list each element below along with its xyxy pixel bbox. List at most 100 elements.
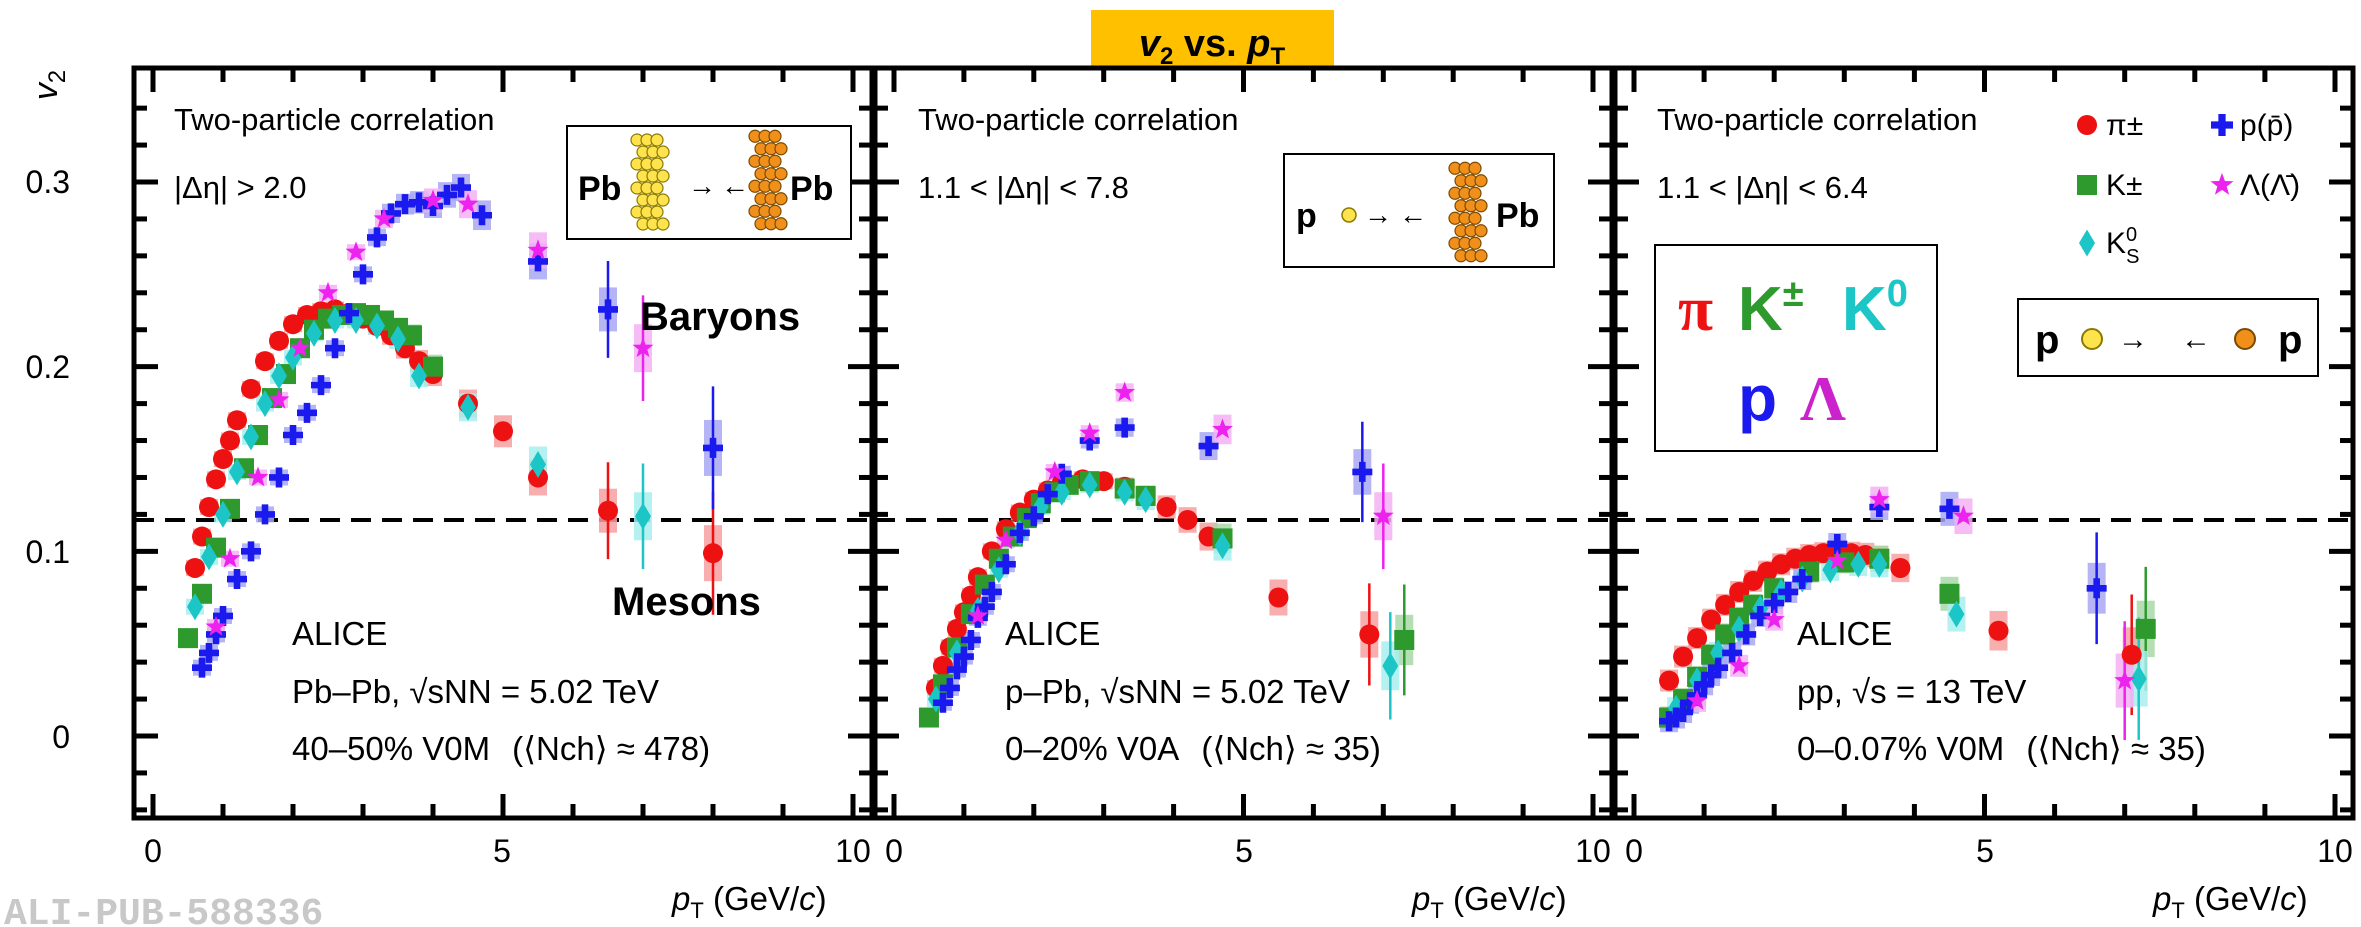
data-point bbox=[1079, 422, 1101, 442]
data-point bbox=[367, 227, 388, 248]
data-point bbox=[1666, 707, 1687, 728]
data-point bbox=[1827, 533, 1848, 554]
y-tick-label: 0.1 bbox=[26, 534, 70, 570]
data-point bbox=[1763, 608, 1785, 629]
data-point bbox=[1694, 674, 1715, 695]
data-point bbox=[1988, 620, 2009, 641]
legend-label-proton: p(p̄) bbox=[2240, 109, 2293, 142]
title-v: v bbox=[1139, 23, 1162, 65]
data-point bbox=[297, 402, 318, 423]
mesons-label: Mesons bbox=[612, 580, 761, 624]
data-point bbox=[946, 659, 967, 680]
data-point bbox=[1871, 550, 1888, 578]
data-point bbox=[2135, 618, 2156, 639]
data-point bbox=[1826, 549, 1848, 570]
data-point bbox=[472, 205, 493, 226]
data-point bbox=[1114, 417, 1135, 438]
data-point bbox=[1359, 624, 1380, 645]
data-point bbox=[423, 196, 444, 217]
data-point bbox=[1686, 689, 1708, 710]
legend-label-kaon: K± bbox=[2106, 169, 2142, 202]
data-point bbox=[460, 393, 476, 421]
svg-text:p: p bbox=[2278, 318, 2302, 362]
data-point bbox=[339, 303, 360, 324]
legend-marker-k0s bbox=[2079, 229, 2095, 257]
data-point bbox=[1156, 497, 1177, 518]
beam-diagram: p → ← Pb bbox=[1283, 153, 1555, 268]
panel-2-annotations: Two-particle correlation 1.1 < |Δη| < 7.… bbox=[918, 102, 1555, 767]
data-point bbox=[255, 351, 275, 372]
baryons-label: Baryons bbox=[640, 295, 800, 339]
svg-text:→: → bbox=[2118, 323, 2148, 356]
data-point bbox=[1214, 532, 1231, 560]
data-point bbox=[381, 203, 402, 224]
data-point bbox=[205, 616, 227, 636]
data-point bbox=[213, 605, 233, 626]
data-point bbox=[1764, 593, 1785, 614]
data-point bbox=[918, 707, 939, 728]
data-points bbox=[178, 177, 2156, 732]
data-point bbox=[1792, 569, 1813, 590]
data-point bbox=[206, 624, 226, 645]
data-point bbox=[283, 424, 304, 445]
x-tick-label: 0 bbox=[1625, 833, 1643, 869]
data-point bbox=[1953, 505, 1974, 526]
data-point bbox=[185, 557, 205, 578]
figure-title: v2 vs. pT bbox=[1091, 10, 1334, 70]
data-point bbox=[1869, 497, 1890, 518]
x-tick-label: 0 bbox=[885, 833, 903, 869]
data-point bbox=[317, 281, 339, 302]
data-point bbox=[2130, 665, 2147, 693]
data-point bbox=[423, 356, 443, 377]
data-point bbox=[1009, 522, 1030, 543]
data-point bbox=[268, 388, 290, 409]
data-point bbox=[227, 410, 247, 431]
legend-marker-pion bbox=[2077, 115, 2097, 135]
data-point bbox=[1736, 624, 1757, 645]
centrality-label: 0–0.07% V0M (⟨Nch⟩ ≈ 35) bbox=[1797, 730, 2206, 767]
data-point bbox=[1778, 581, 1799, 602]
data-point bbox=[967, 605, 989, 625]
data-point bbox=[1659, 711, 1680, 732]
data-point bbox=[1948, 600, 1965, 628]
data-point bbox=[215, 500, 231, 528]
data-point bbox=[206, 469, 226, 490]
data-point bbox=[974, 596, 995, 617]
data-point bbox=[269, 330, 289, 351]
svg-text:p: p bbox=[1296, 197, 1317, 235]
data-point bbox=[995, 554, 1016, 575]
svg-text:Λ: Λ bbox=[1800, 363, 1846, 434]
data-point bbox=[373, 207, 395, 228]
beam-diagram: p → ← p bbox=[2017, 298, 2319, 377]
data-point bbox=[1114, 381, 1136, 402]
data-point bbox=[528, 251, 548, 272]
data-point bbox=[402, 325, 422, 346]
legend-marker-lambda bbox=[2210, 172, 2234, 195]
experiment-label: ALICE bbox=[1005, 615, 1100, 652]
data-point bbox=[255, 504, 276, 525]
x-tick-label: 10 bbox=[2317, 833, 2353, 869]
data-point bbox=[1037, 484, 1058, 505]
data-point bbox=[1116, 478, 1133, 506]
data-point bbox=[1673, 646, 1694, 667]
svg-text:v2: v2 bbox=[27, 70, 71, 100]
data-point bbox=[598, 299, 618, 320]
data-point bbox=[995, 529, 1017, 550]
data-point bbox=[241, 378, 261, 399]
data-point bbox=[1890, 557, 1911, 578]
data-point bbox=[437, 184, 458, 205]
panel-frames bbox=[131, 65, 2356, 821]
data-point bbox=[187, 593, 203, 621]
data-point bbox=[703, 543, 723, 564]
data-point bbox=[457, 193, 479, 214]
y-axis-label: v2 bbox=[27, 70, 71, 100]
centrality-label: 0–20% V0A (⟨Nch⟩ ≈ 35) bbox=[1005, 730, 1381, 767]
data-point bbox=[598, 500, 618, 521]
svg-text:p: p bbox=[2035, 318, 2059, 362]
data-point bbox=[1382, 652, 1399, 680]
data-point bbox=[1722, 642, 1743, 663]
pb-nucleus-icon bbox=[1448, 161, 1488, 263]
y-tick-labels: 0 0.1 0.2 0.3 bbox=[26, 164, 70, 755]
pb-nucleus-icon bbox=[630, 133, 670, 231]
data-point bbox=[2121, 644, 2142, 665]
